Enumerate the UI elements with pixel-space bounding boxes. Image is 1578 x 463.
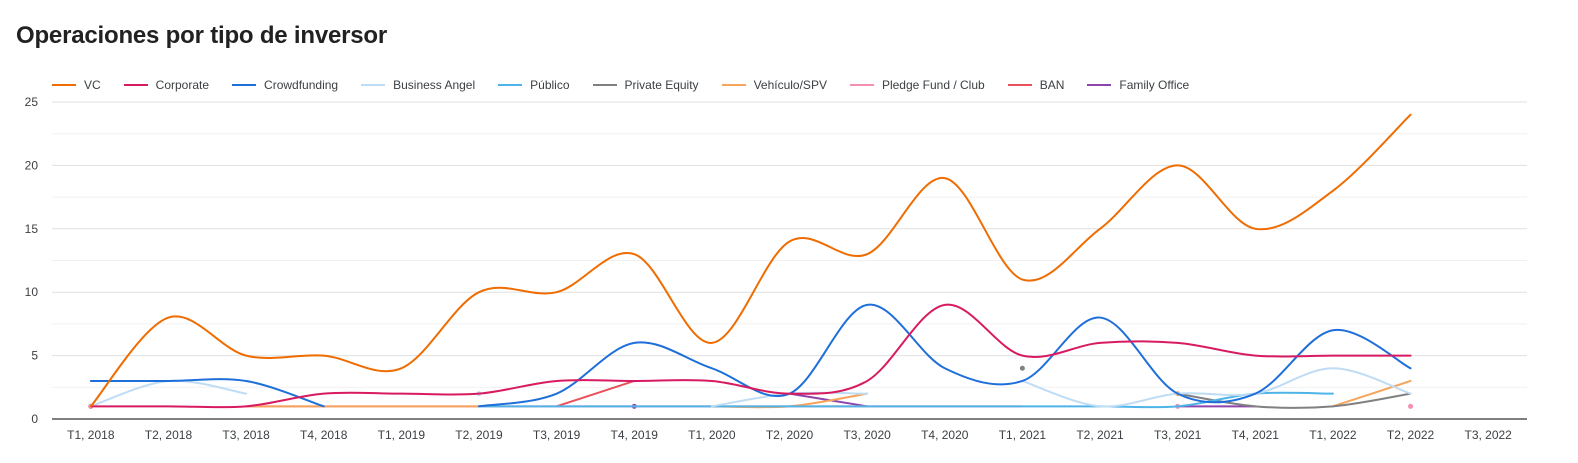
series-line[interactable] xyxy=(477,303,1412,408)
x-tick-label: T4, 2020 xyxy=(921,428,969,442)
legend-swatch xyxy=(52,84,76,86)
chart-legend: VC Corporate Crowdfunding Business Angel Púb… xyxy=(52,76,1212,94)
legend-item-crowdfunding[interactable]: Crowdfunding xyxy=(232,78,338,92)
data-point[interactable] xyxy=(1019,365,1025,371)
legend-label: Private Equity xyxy=(624,78,699,92)
legend-label: Crowdfunding xyxy=(264,78,339,92)
legend-swatch xyxy=(232,84,257,86)
series-p-blico xyxy=(477,391,1334,409)
gridlines xyxy=(52,101,1527,420)
legend-label: Family Office xyxy=(1119,78,1190,92)
series-vc xyxy=(89,113,1412,408)
legend-item-private-equity[interactable]: Private Equity xyxy=(592,78,699,92)
y-tick-label: 0 xyxy=(31,412,38,426)
legend-item-p-blico[interactable]: Público xyxy=(498,78,570,92)
y-tick-label: 5 xyxy=(31,349,38,363)
legend-item-veh-culo-spv[interactable]: Vehículo/SPV xyxy=(721,78,827,92)
legend-swatch xyxy=(1007,84,1032,86)
series-line[interactable] xyxy=(89,379,248,408)
series-line[interactable] xyxy=(710,391,869,408)
x-tick-label: T1, 2019 xyxy=(378,428,426,442)
series-line[interactable] xyxy=(555,379,636,408)
legend-item-vc[interactable]: VC xyxy=(52,78,101,92)
series-line[interactable] xyxy=(89,303,1412,409)
legend-label: Pledge Fund / Club xyxy=(881,78,985,92)
series-ban xyxy=(555,379,636,408)
series-line[interactable] xyxy=(710,392,869,409)
series-group xyxy=(88,113,1414,409)
legend-item-ban[interactable]: BAN xyxy=(1007,78,1065,92)
series-line[interactable] xyxy=(1021,367,1412,408)
y-axis-ticks: 0 5 10 15 20 25 xyxy=(25,95,39,426)
x-tick-label: T3, 2020 xyxy=(843,428,891,442)
x-axis-ticks: T1, 2018 T2, 2018 T3, 2018 T4, 2018 T1, 2019… xyxy=(67,428,1512,442)
x-tick-label: T4, 2021 xyxy=(1232,428,1280,442)
series-crowdfunding xyxy=(89,303,1412,408)
legend-swatch xyxy=(498,84,523,86)
y-tick-label: 10 xyxy=(25,285,39,299)
y-tick-label: 20 xyxy=(25,158,39,172)
legend-swatch xyxy=(721,84,746,86)
legend-item-business-angel[interactable]: Business Angel xyxy=(361,78,475,92)
legend-label: Business Angel xyxy=(393,78,476,92)
series-line[interactable] xyxy=(477,391,1334,409)
legend-label: Público xyxy=(530,78,570,92)
series-line[interactable] xyxy=(89,113,1412,408)
chart-title: Operaciones por tipo de inversor xyxy=(16,22,388,49)
legend-swatch xyxy=(123,84,148,86)
x-tick-label: T1, 2022 xyxy=(1309,428,1357,442)
series-line[interactable] xyxy=(1331,379,1412,408)
legend-item-corporate[interactable]: Corporate xyxy=(123,78,210,92)
legend-item-family-office[interactable]: Family Office xyxy=(1087,78,1189,92)
x-tick-label: T3, 2022 xyxy=(1464,428,1512,442)
x-tick-label: T1, 2020 xyxy=(688,428,736,442)
legend-swatch xyxy=(592,84,617,86)
x-tick-label: T1, 2018 xyxy=(67,428,115,442)
legend-item-pledge-fund-club[interactable]: Pledge Fund / Club xyxy=(849,78,985,92)
x-tick-label: T1, 2021 xyxy=(999,428,1047,442)
legend-swatch xyxy=(849,84,874,86)
series-line[interactable] xyxy=(89,378,325,408)
y-tick-label: 25 xyxy=(25,95,39,109)
series-corporate xyxy=(89,303,1412,409)
data-point[interactable] xyxy=(1408,403,1414,409)
legend-swatch xyxy=(1087,84,1112,86)
x-tick-label: T2, 2018 xyxy=(145,428,193,442)
legend-label: Corporate xyxy=(155,78,210,92)
legend-label: Vehículo/SPV xyxy=(753,78,827,92)
legend-label: VC xyxy=(84,78,101,92)
legend-label: BAN xyxy=(1039,78,1065,92)
y-tick-label: 15 xyxy=(25,222,39,236)
x-tick-label: T2, 2021 xyxy=(1076,428,1124,442)
x-tick-label: T2, 2022 xyxy=(1387,428,1435,442)
x-tick-label: T3, 2021 xyxy=(1154,428,1202,442)
legend-swatch xyxy=(361,84,386,86)
x-tick-label: T3, 2019 xyxy=(533,428,581,442)
x-tick-label: T3, 2018 xyxy=(222,428,270,442)
x-tick-label: T4, 2018 xyxy=(300,428,348,442)
x-tick-label: T2, 2019 xyxy=(455,428,503,442)
x-tick-label: T4, 2019 xyxy=(611,428,659,442)
x-tick-label: T2, 2020 xyxy=(766,428,814,442)
